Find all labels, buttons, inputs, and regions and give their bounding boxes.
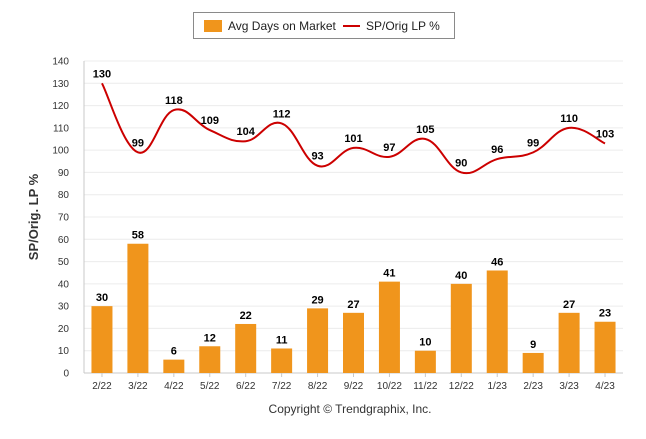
bar: [414, 350, 436, 373]
line-value-label: 96: [491, 144, 503, 156]
line-value-label: 109: [201, 115, 219, 127]
line-value-label: 105: [416, 124, 434, 136]
bar-value-label: 30: [96, 292, 108, 304]
x-tick-label: 5/22: [200, 381, 220, 392]
y-tick-label: 20: [58, 324, 70, 335]
y-tick-label: 80: [58, 190, 70, 201]
y-tick-label: 50: [58, 257, 70, 268]
x-tick-label: 3/22: [128, 381, 148, 392]
bar: [271, 348, 293, 373]
line-value-label: 97: [383, 142, 395, 154]
y-tick-label: 10: [58, 346, 70, 357]
line-value-label: 90: [455, 157, 467, 169]
x-tick-label: 11/22: [413, 381, 438, 392]
bar-value-label: 40: [455, 270, 467, 282]
line-value-label: 99: [527, 137, 539, 149]
y-tick-label: 70: [58, 213, 70, 224]
bar: [235, 323, 257, 373]
line-value-label: 110: [560, 113, 578, 125]
bar: [558, 312, 580, 373]
line-value-label: 130: [93, 68, 111, 80]
x-tick-label: 7/22: [272, 381, 292, 392]
y-tick-label: 110: [53, 123, 69, 134]
bar: [450, 283, 472, 373]
y-tick-label: 140: [52, 57, 69, 68]
bar-value-label: 27: [563, 299, 575, 311]
x-tick-label: 2/22: [92, 381, 112, 392]
x-tick-label: 9/22: [344, 381, 364, 392]
bar-value-label: 22: [240, 310, 252, 322]
y-tick-label: 60: [58, 235, 70, 246]
legend-line-label: SP/Orig LP %: [366, 19, 440, 33]
x-tick-label: 3/23: [559, 381, 579, 392]
bar: [343, 312, 364, 373]
bar-value-label: 58: [132, 230, 144, 242]
bar-value-label: 10: [419, 337, 431, 349]
bar: [199, 346, 221, 373]
line-value-label: 112: [273, 108, 291, 120]
line-value-label: 101: [344, 133, 362, 145]
bar: [163, 359, 185, 373]
bar: [594, 321, 616, 373]
y-tick-label: 100: [52, 146, 69, 157]
bar-value-label: 29: [311, 294, 323, 306]
line-value-label: 104: [237, 126, 256, 138]
copyright-text: Copyright © Trendgraphix, Inc.: [269, 402, 432, 416]
bar: [378, 281, 400, 373]
bar-value-label: 9: [530, 339, 536, 351]
bar: [127, 243, 149, 373]
bar: [522, 352, 544, 373]
y-tick-label: 40: [58, 279, 70, 290]
x-tick-label: 12/22: [449, 381, 474, 392]
grid-lines: [84, 60, 623, 352]
legend-bar-swatch: [204, 20, 222, 32]
bar-value-label: 12: [204, 332, 216, 344]
x-tick-label: 4/22: [164, 381, 184, 392]
line-value-label: 93: [311, 151, 323, 163]
x-tick-label: 1/23: [487, 381, 507, 392]
line-series: [101, 82, 606, 175]
bar: [307, 308, 329, 373]
bar-value-label: 11: [276, 334, 288, 346]
x-tick-label: 8/22: [308, 381, 328, 392]
bar-value-label: 27: [347, 299, 359, 311]
line-value-label: 99: [132, 137, 144, 149]
y-tick-label: 120: [52, 101, 69, 112]
legend-bar-label: Avg Days on Market: [228, 19, 336, 33]
y-axis-title: SP/Orig. LP %: [26, 173, 41, 260]
bar: [486, 270, 508, 373]
y-tick-label: 90: [58, 168, 70, 179]
line-path: [101, 82, 606, 175]
bar-series: [91, 243, 616, 373]
bar-value-label: 41: [383, 268, 395, 280]
y-tick-label: 0: [63, 369, 69, 380]
data-labels: 30 58 6 12 22 11 29 27 41 10 40 46 9 27 23 130 99 118 109 1…: [93, 68, 614, 357]
x-tick-label: 10/22: [377, 381, 402, 392]
legend-frame: [193, 12, 455, 39]
legend: Avg Days on Market SP/Orig LP %: [193, 12, 455, 39]
x-tick-label: 6/22: [236, 381, 256, 392]
bar-value-label: 6: [171, 346, 177, 358]
bar-value-label: 23: [599, 308, 611, 320]
line-value-label: 118: [165, 95, 183, 107]
bar: [91, 306, 113, 373]
x-tick-label: 2/23: [523, 381, 543, 392]
bar-value-label: 46: [491, 256, 503, 268]
y-tick-label: 30: [58, 302, 70, 313]
x-tick-label: 4/23: [595, 381, 615, 392]
line-value-label: 103: [596, 128, 614, 140]
y-tick-label: 130: [52, 79, 69, 90]
